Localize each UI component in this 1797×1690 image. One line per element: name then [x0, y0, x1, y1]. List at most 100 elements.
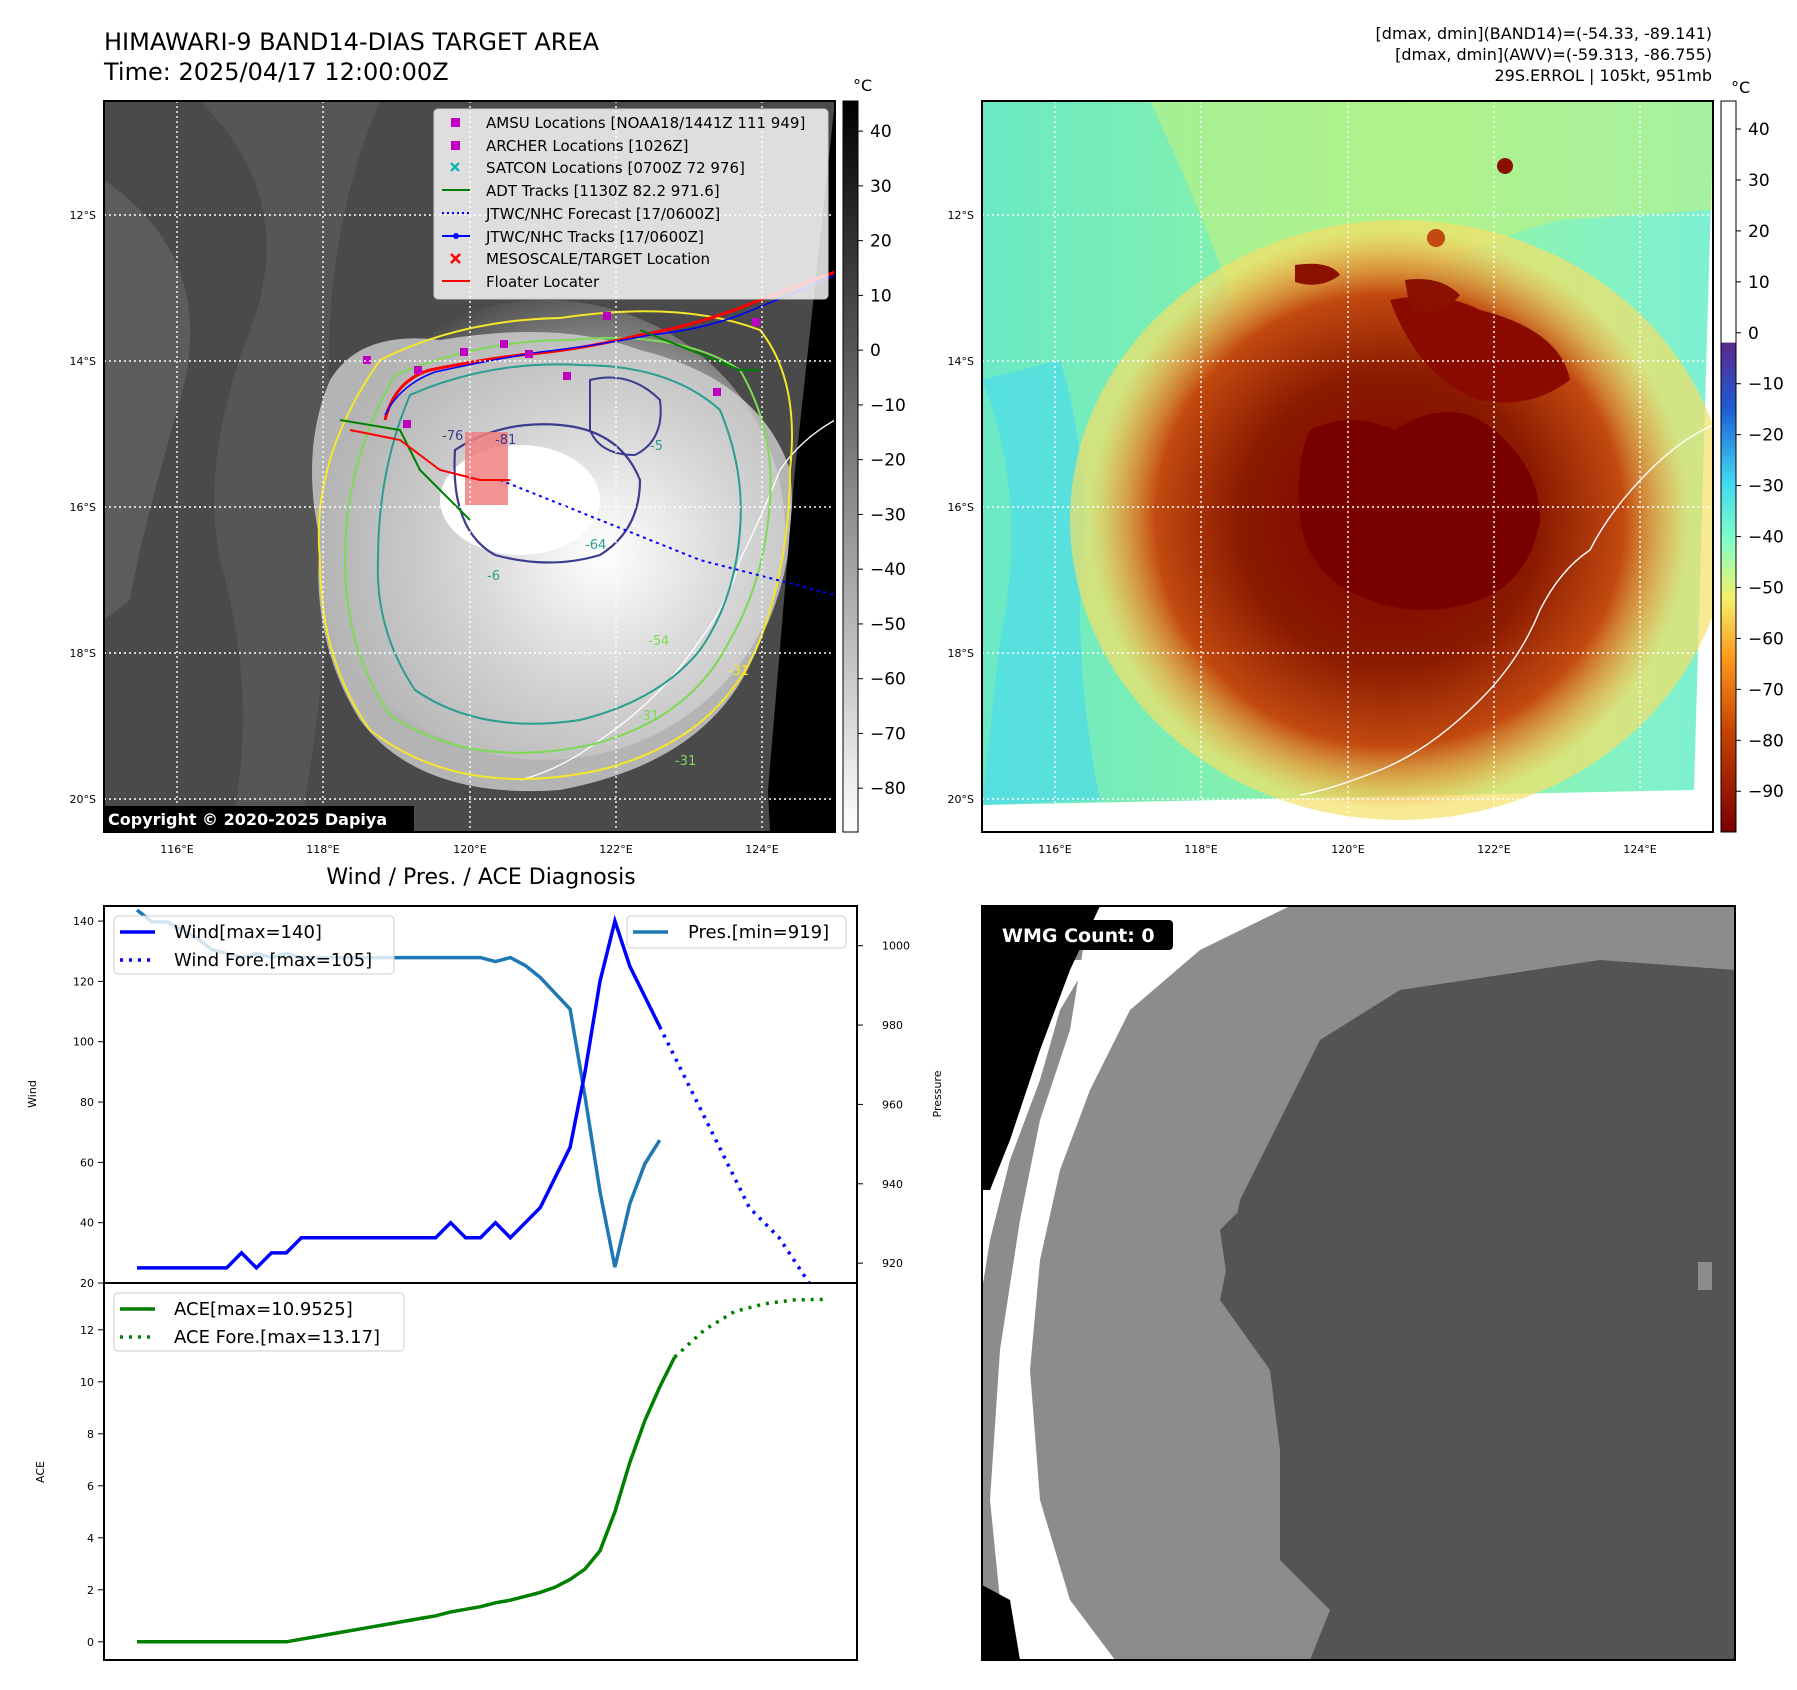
gray-colorbar: °C 40 30 20 10 0 −10 −20 −30 −40 −50 −60 −70 −80 [842, 76, 906, 833]
wind-axis-label: Wind [26, 1080, 39, 1108]
ace-ytick-label: 4 [87, 1532, 94, 1545]
lat-tick: 18°S [70, 647, 96, 660]
gray-colorbar-bar [842, 100, 859, 833]
lon-tick: 124°E [745, 843, 778, 856]
awv-dry-band [982, 360, 1100, 805]
lon-tick: 122°E [599, 843, 632, 856]
colorbar-tick-label: −20 [870, 451, 906, 471]
awv-map-frame [981, 100, 1714, 833]
awv-colorbar-unit: °C [1731, 78, 1750, 97]
wmg-light-patch [1698, 1262, 1712, 1290]
contour-label-4: -6 [487, 569, 500, 584]
lon-tick: 124°E [1623, 843, 1656, 856]
ace-series-line [137, 1356, 677, 1644]
colorbar-tick-label: −80 [1748, 731, 1784, 751]
ir-cloud-streaks [104, 180, 191, 620]
wmg-count-box [995, 920, 1173, 950]
ir-storm-eye-region [440, 445, 600, 555]
pres-ytick-label: 980 [882, 1019, 903, 1032]
legend-label-archer: ARCHER Locations [1026Z] [486, 137, 689, 155]
wmg-white-band [990, 906, 1290, 1660]
colorbar-tick-label: −70 [870, 724, 906, 744]
wmg-dark-region [1220, 960, 1735, 1660]
legend-box [433, 108, 829, 300]
pres-axis-label: Pressure [931, 1070, 944, 1117]
awv-colorbar-ticks: 40 30 20 10 0 −10 −20 −30 −40 −50 −60 −70 −80 −90 [1736, 120, 1784, 802]
pres-ytick-label: 1000 [882, 940, 910, 953]
awv-cell-4 [1427, 229, 1445, 247]
ir-lon-ticks: 116°E 118°E 120°E 122°E 124°E [160, 843, 778, 856]
awv-cell-2 [1405, 279, 1460, 313]
ir-cloud-streaks-2 [200, 101, 380, 832]
legend-label-adt: ADT Tracks [1130Z 82.2 971.6] [486, 182, 720, 200]
awv-lon-ticks: 116°E 118°E 120°E 122°E 124°E [1038, 843, 1656, 856]
legend-marker-mesoscale [450, 253, 461, 264]
lat-tick: 12°S [948, 209, 974, 222]
wind-ytick-label: 20 [80, 1277, 94, 1290]
contour-label-1: -81 [495, 433, 516, 448]
amsu-markers [363, 312, 760, 428]
colorbar-tick-label: −60 [870, 670, 906, 690]
storm-label: 29S.ERROL | 105kt, 951mb [1494, 66, 1712, 85]
lat-tick: 16°S [948, 501, 974, 514]
wind-legend: Wind[max=140] Wind Fore.[max=105] [113, 915, 395, 975]
pres-legend: Pres.[min=919] [626, 915, 847, 949]
lat-tick: 14°S [70, 355, 96, 368]
wind-forecast-line [658, 1025, 811, 1284]
awv-storm-core [1298, 412, 1540, 610]
adt-track [339, 419, 471, 521]
lat-tick: 20°S [948, 793, 974, 806]
colorbar-tick-label: 10 [870, 286, 892, 306]
time-label: Time: 2025/04/17 12:00:00Z [103, 58, 449, 86]
ir-lat-ticks: 12°S 14°S 16°S 18°S 20°S [70, 209, 96, 806]
ace-axis-label: ACE [34, 1461, 47, 1483]
pres-ytick-label: 920 [882, 1257, 903, 1270]
adt-track-2 [639, 329, 760, 371]
wind-pres-chart: Wind / Pres. / ACE Diagnosis 20 40 60 80 100… [26, 865, 944, 1290]
wind-legend-box [113, 915, 395, 975]
ace-ytick-label: 10 [80, 1376, 94, 1389]
gray-colorbar-ticks: 40 30 20 10 0 −10 −20 −30 −40 −50 −60 −70 −80 [858, 122, 906, 799]
contour-label-9: -31 [675, 754, 696, 769]
gray-colorbar-unit: °C [853, 76, 872, 95]
wind-yticks: 20 40 60 80 100 120 140 [73, 915, 104, 1290]
lat-tick: 20°S [70, 793, 96, 806]
colorbar-tick-label: −40 [1748, 528, 1784, 548]
ace-fc-legend-label: ACE Fore.[max=13.17] [174, 1327, 380, 1348]
contour-label-3: -64 [585, 538, 606, 553]
contour-indigo [453, 423, 642, 564]
lon-tick: 116°E [1038, 843, 1071, 856]
wind-legend-label: Wind[max=140] [174, 922, 322, 943]
stats-band14: [dmax, dmin](BAND14)=(-54.33, -89.141) [1376, 24, 1712, 43]
colorbar-tick-label: 30 [870, 177, 892, 197]
wind-ytick-label: 140 [73, 915, 94, 928]
colorbar-tick-label: −70 [1748, 680, 1784, 700]
colorbar-tick-label: 0 [870, 341, 881, 361]
ace-ytick-label: 6 [87, 1480, 94, 1493]
colorbar-tick-label: −10 [870, 396, 906, 416]
legend-label-jtwc-forecast: JTWC/NHC Forecast [17/0600Z] [485, 205, 720, 223]
copyright-box [104, 806, 414, 832]
colorbar-tick-label: −20 [1748, 426, 1784, 446]
pres-legend-label: Pres.[min=919] [688, 922, 829, 943]
colorbar-tick-label: −30 [1748, 477, 1784, 497]
awv-colorbar-bar [1720, 100, 1737, 833]
ace-ytick-label: 0 [87, 1636, 94, 1649]
colorbar-tick-label: −90 [1748, 782, 1784, 802]
contour-label-8: -5 [650, 439, 663, 454]
lon-tick: 116°E [160, 843, 193, 856]
wmg-black-corner-2 [982, 1585, 1020, 1660]
coastline-2 [1299, 424, 1713, 796]
wind-chart-frame [103, 905, 858, 1284]
mesoscale-target-area [465, 432, 508, 505]
colorbar-tick-label: 20 [1748, 222, 1770, 242]
ace-legend-box [113, 1292, 405, 1352]
lon-tick: 118°E [306, 843, 339, 856]
lon-tick: 120°E [453, 843, 486, 856]
awv-cell-3 [1497, 158, 1513, 174]
pres-ytick-label: 960 [882, 1098, 903, 1111]
contour-label-5: -54 [648, 634, 669, 649]
legend-marker-archer [451, 141, 460, 150]
main-title: HIMAWARI-9 BAND14-DIAS TARGET AREA [104, 28, 600, 56]
